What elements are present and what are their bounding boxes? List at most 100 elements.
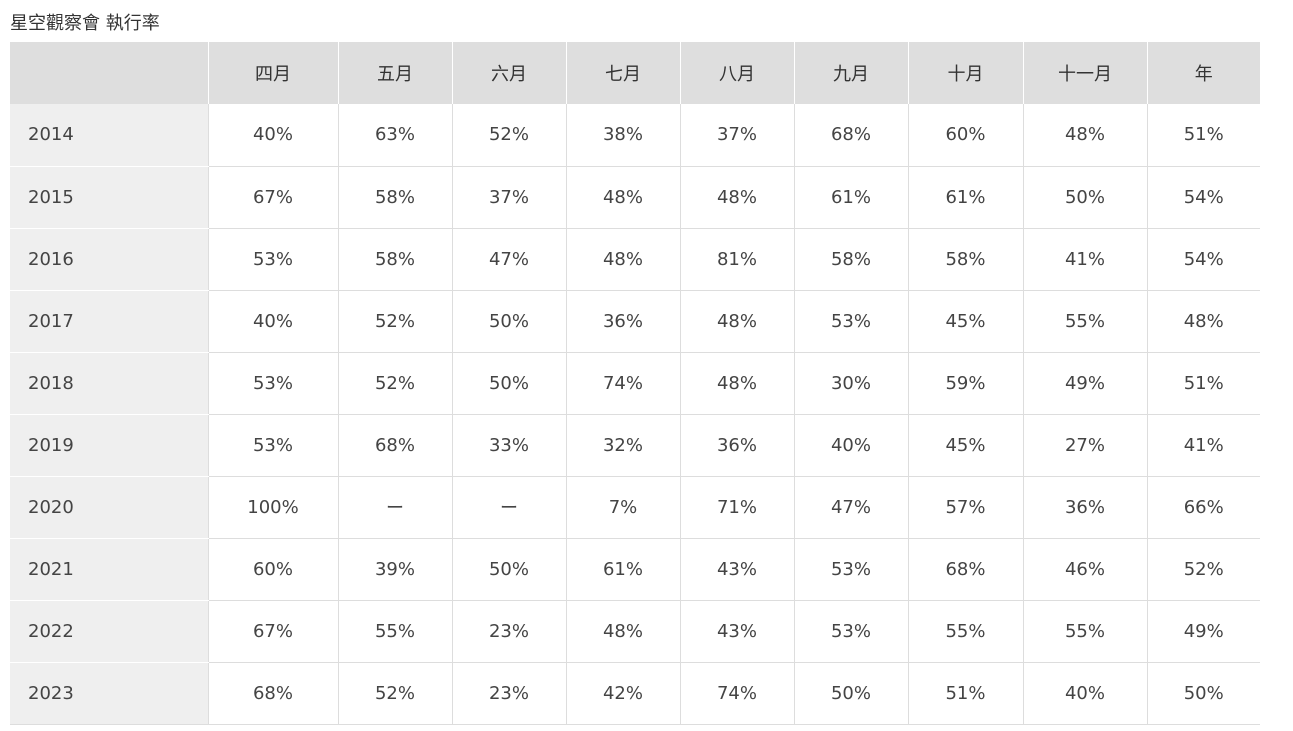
rate-cell: 52% — [337, 290, 452, 353]
header-cell-year-total: 年 — [1146, 42, 1260, 104]
rate-cell: 61% — [907, 166, 1023, 229]
rate-cell: 63% — [337, 104, 452, 167]
rate-cell: 43% — [679, 538, 794, 601]
rate-cell: 58% — [337, 166, 452, 229]
rate-cell: 39% — [337, 538, 452, 601]
rate-cell: ー — [451, 476, 566, 539]
year-cell: 2021 — [10, 538, 208, 601]
rate-cell: 68% — [907, 538, 1023, 601]
header-cell-august: 八月 — [679, 42, 794, 104]
rate-cell: 53% — [207, 228, 338, 291]
table-row: 2021 60% 39% 50% 61% 43% 53% 68% 46% 52% — [10, 538, 1260, 601]
rate-cell: 37% — [451, 166, 566, 229]
rate-cell: 48% — [565, 228, 680, 291]
table-row: 2017 40% 52% 50% 36% 48% 53% 45% 55% 48% — [10, 290, 1260, 353]
table-row: 2018 53% 52% 50% 74% 48% 30% 59% 49% 51% — [10, 352, 1260, 415]
year-cell: 2014 — [10, 104, 208, 167]
rate-cell: 40% — [207, 290, 338, 353]
rate-cell: 74% — [679, 662, 794, 725]
rate-cell: 37% — [679, 104, 794, 167]
rate-cell: 36% — [1022, 476, 1147, 539]
rate-cell: 51% — [1146, 104, 1260, 167]
header-row: 四月 五月 六月 七月 八月 九月 十月 十一月 年 — [10, 42, 1260, 104]
rate-cell: 30% — [793, 352, 908, 415]
rate-cell: ー — [337, 476, 452, 539]
rate-cell: 49% — [1146, 600, 1260, 663]
rate-cell: 23% — [451, 600, 566, 663]
rate-cell: 67% — [207, 600, 338, 663]
rate-cell: 58% — [907, 228, 1023, 291]
rate-cell: 50% — [451, 290, 566, 353]
rate-cell: 61% — [793, 166, 908, 229]
table-header: 四月 五月 六月 七月 八月 九月 十月 十一月 年 — [10, 42, 1260, 104]
rate-cell: 45% — [907, 414, 1023, 477]
rate-cell: 68% — [793, 104, 908, 167]
rate-cell: 41% — [1146, 414, 1260, 477]
rate-cell: 49% — [1022, 352, 1147, 415]
rate-cell: 36% — [565, 290, 680, 353]
table-row: 2015 67% 58% 37% 48% 48% 61% 61% 50% 54% — [10, 166, 1260, 229]
rate-cell: 42% — [565, 662, 680, 725]
rate-cell: 38% — [565, 104, 680, 167]
table-row: 2020 100% ーー 7% 71% 47% 57% 36% 66% — [10, 476, 1260, 539]
rate-cell: 81% — [679, 228, 794, 291]
rate-cell: 68% — [207, 662, 338, 725]
year-cell: 2015 — [10, 166, 208, 229]
rate-cell: 32% — [565, 414, 680, 477]
rate-cell: 52% — [337, 352, 452, 415]
rate-cell: 71% — [679, 476, 794, 539]
rate-cell: 48% — [679, 166, 794, 229]
rate-cell: 55% — [337, 600, 452, 663]
header-cell-november: 十一月 — [1022, 42, 1147, 104]
rate-cell: 33% — [451, 414, 566, 477]
rate-cell: 58% — [337, 228, 452, 291]
header-cell-october: 十月 — [907, 42, 1023, 104]
rate-cell: 45% — [907, 290, 1023, 353]
header-cell-september: 九月 — [793, 42, 908, 104]
rate-cell: 36% — [679, 414, 794, 477]
rate-cell: 60% — [907, 104, 1023, 167]
table-row: 2016 53% 58% 47% 48% 81% 58% 58% 41% 54% — [10, 228, 1260, 291]
rate-cell: 48% — [1022, 104, 1147, 167]
rate-cell: 57% — [907, 476, 1023, 539]
rate-cell: 7% — [565, 476, 680, 539]
header-cell-june: 六月 — [451, 42, 566, 104]
rate-cell: 47% — [451, 228, 566, 291]
rate-cell: 67% — [207, 166, 338, 229]
year-cell: 2017 — [10, 290, 208, 353]
rate-cell: 48% — [565, 166, 680, 229]
rate-cell: 40% — [793, 414, 908, 477]
header-cell-april: 四月 — [207, 42, 338, 104]
rate-cell: 48% — [679, 290, 794, 353]
rate-cell: 100% — [207, 476, 338, 539]
rate-cell: 53% — [207, 414, 338, 477]
rate-cell: 55% — [1022, 290, 1147, 353]
page-title: 星空觀察會 執行率 — [10, 13, 160, 34]
rate-cell: 51% — [907, 662, 1023, 725]
table-row: 2022 67% 55% 23% 48% 43% 53% 55% 55% 49% — [10, 600, 1260, 663]
year-cell: 2019 — [10, 414, 208, 477]
rate-cell: 48% — [1146, 290, 1260, 353]
rate-cell: 53% — [793, 600, 908, 663]
rate-cell: 53% — [793, 538, 908, 601]
year-cell: 2023 — [10, 662, 208, 725]
rate-cell: 54% — [1146, 228, 1260, 291]
rate-cell: 55% — [907, 600, 1023, 663]
rate-cell: 27% — [1022, 414, 1147, 477]
rate-cell: 51% — [1146, 352, 1260, 415]
rate-cell: 50% — [1146, 662, 1260, 725]
year-cell: 2018 — [10, 352, 208, 415]
header-cell-corner — [10, 42, 208, 104]
year-cell: 2020 — [10, 476, 208, 539]
rate-cell: 52% — [337, 662, 452, 725]
rate-cell: 50% — [1022, 166, 1147, 229]
header-cell-may: 五月 — [337, 42, 452, 104]
table-row: 2014 40% 63% 52% 38% 37% 68% 60% 48% 51% — [10, 104, 1260, 167]
rate-cell: 66% — [1146, 476, 1260, 539]
rate-cell: 48% — [679, 352, 794, 415]
rate-cell: 61% — [565, 538, 680, 601]
rate-cell: 59% — [907, 352, 1023, 415]
rate-cell: 52% — [451, 104, 566, 167]
rate-cell: 40% — [1022, 662, 1147, 725]
table-row: 2023 68% 52% 23% 42% 74% 50% 51% 40% 50% — [10, 662, 1260, 725]
